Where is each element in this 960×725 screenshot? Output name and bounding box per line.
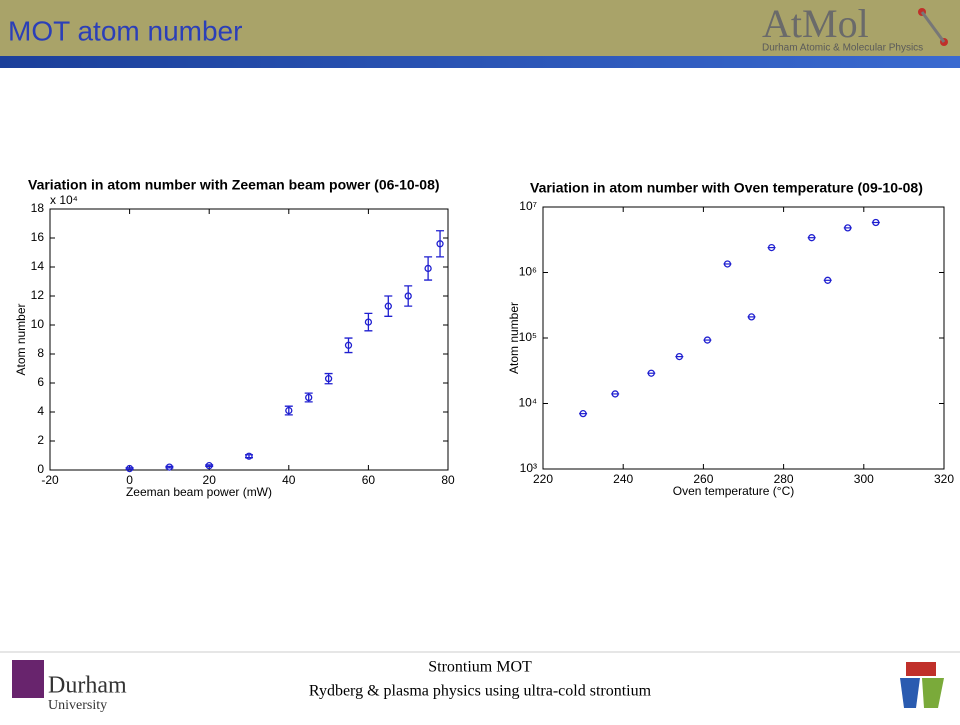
y-tick-label: 4 [37,404,44,418]
university-word: University [48,698,107,713]
header-stripe [0,56,960,68]
data-point [285,406,293,415]
logo-text: AtMol [762,1,869,46]
error-bar [384,295,393,317]
footer-line: Strontium MOT [428,659,532,676]
y-tick-label: 16 [31,230,45,244]
error-bar [436,230,445,258]
group-logo [900,662,944,708]
data-point [384,302,392,310]
x-tick-label: -20 [41,473,59,487]
x-tick-label: 0 [126,473,133,487]
logo-bond [920,11,946,43]
y-tick-label: 10⁴ [518,396,537,410]
data-point [872,218,880,227]
error-bar [424,256,433,281]
error-bar [364,312,373,332]
x-tick-label: 320 [934,472,954,486]
logo-subtitle: Durham Atomic & Molecular Physics [762,43,923,54]
data-point [747,313,756,321]
x-tick-label: 280 [774,472,794,486]
slide-title: MOT atom number [8,15,242,46]
y-axis-label: Atom number [14,303,28,375]
data-point [404,292,412,300]
header-band [0,0,960,56]
data-point [723,260,732,268]
x-axis-label: Oven temperature (°C) [673,484,795,498]
chart-title: Variation in atom number with Zeeman bea… [28,177,440,193]
error-bar [344,337,353,354]
y-tick-label: 8 [37,346,44,360]
y-tick-label: 2 [37,433,44,447]
footer-line: Rydberg & plasma physics using ultra-col… [309,683,652,700]
data-point [611,390,619,398]
chart-title: Variation in atom number with Oven tempe… [530,180,923,196]
data-point [824,276,832,284]
plot-area [49,208,449,471]
data-point [767,243,776,252]
data-point [364,318,373,326]
data-point [305,393,313,402]
x-tick-label: 80 [441,473,455,487]
x-tick-label: 40 [282,473,296,487]
y-tick-label: 10⁷ [519,199,537,213]
data-point [436,240,444,248]
y-tick-label: 10⁶ [519,265,537,279]
data-point [579,409,587,418]
data-point [424,264,432,273]
data-point [647,369,655,377]
data-point [205,461,213,470]
data-point [703,336,712,344]
y-tick-label: 18 [31,201,45,215]
x-tick-label: 260 [693,472,713,486]
data-point [808,234,816,242]
error-bar [404,285,413,307]
x-axis-label: Zeeman beam power (mW) [126,485,272,499]
y-tick-label: 10⁵ [519,330,537,344]
x-tick-label: 220 [533,472,553,486]
plot-area [542,206,945,470]
data-point [165,463,174,471]
x-tick-label: 60 [362,473,376,487]
data-point [125,464,134,473]
x-tick-label: 20 [203,473,217,487]
y-tick-label: 10³ [520,461,537,475]
university-shield [12,660,44,698]
y-tick-label: 10 [31,317,45,331]
data-point [245,452,253,460]
y-tick-label: 6 [37,375,44,389]
data-point [675,352,683,361]
x-tick-label: 300 [854,472,874,486]
x-tick-label: 240 [613,472,633,486]
data-point [344,341,353,349]
y-axis-label: Atom number [507,302,521,374]
y-multiplier: x 10⁴ [50,193,78,207]
data-point [844,224,852,232]
university-name: Durham [48,673,127,699]
y-tick-label: 14 [31,259,45,273]
data-point [324,374,333,383]
y-tick-label: 0 [37,462,44,476]
y-tick-label: 12 [31,288,45,302]
